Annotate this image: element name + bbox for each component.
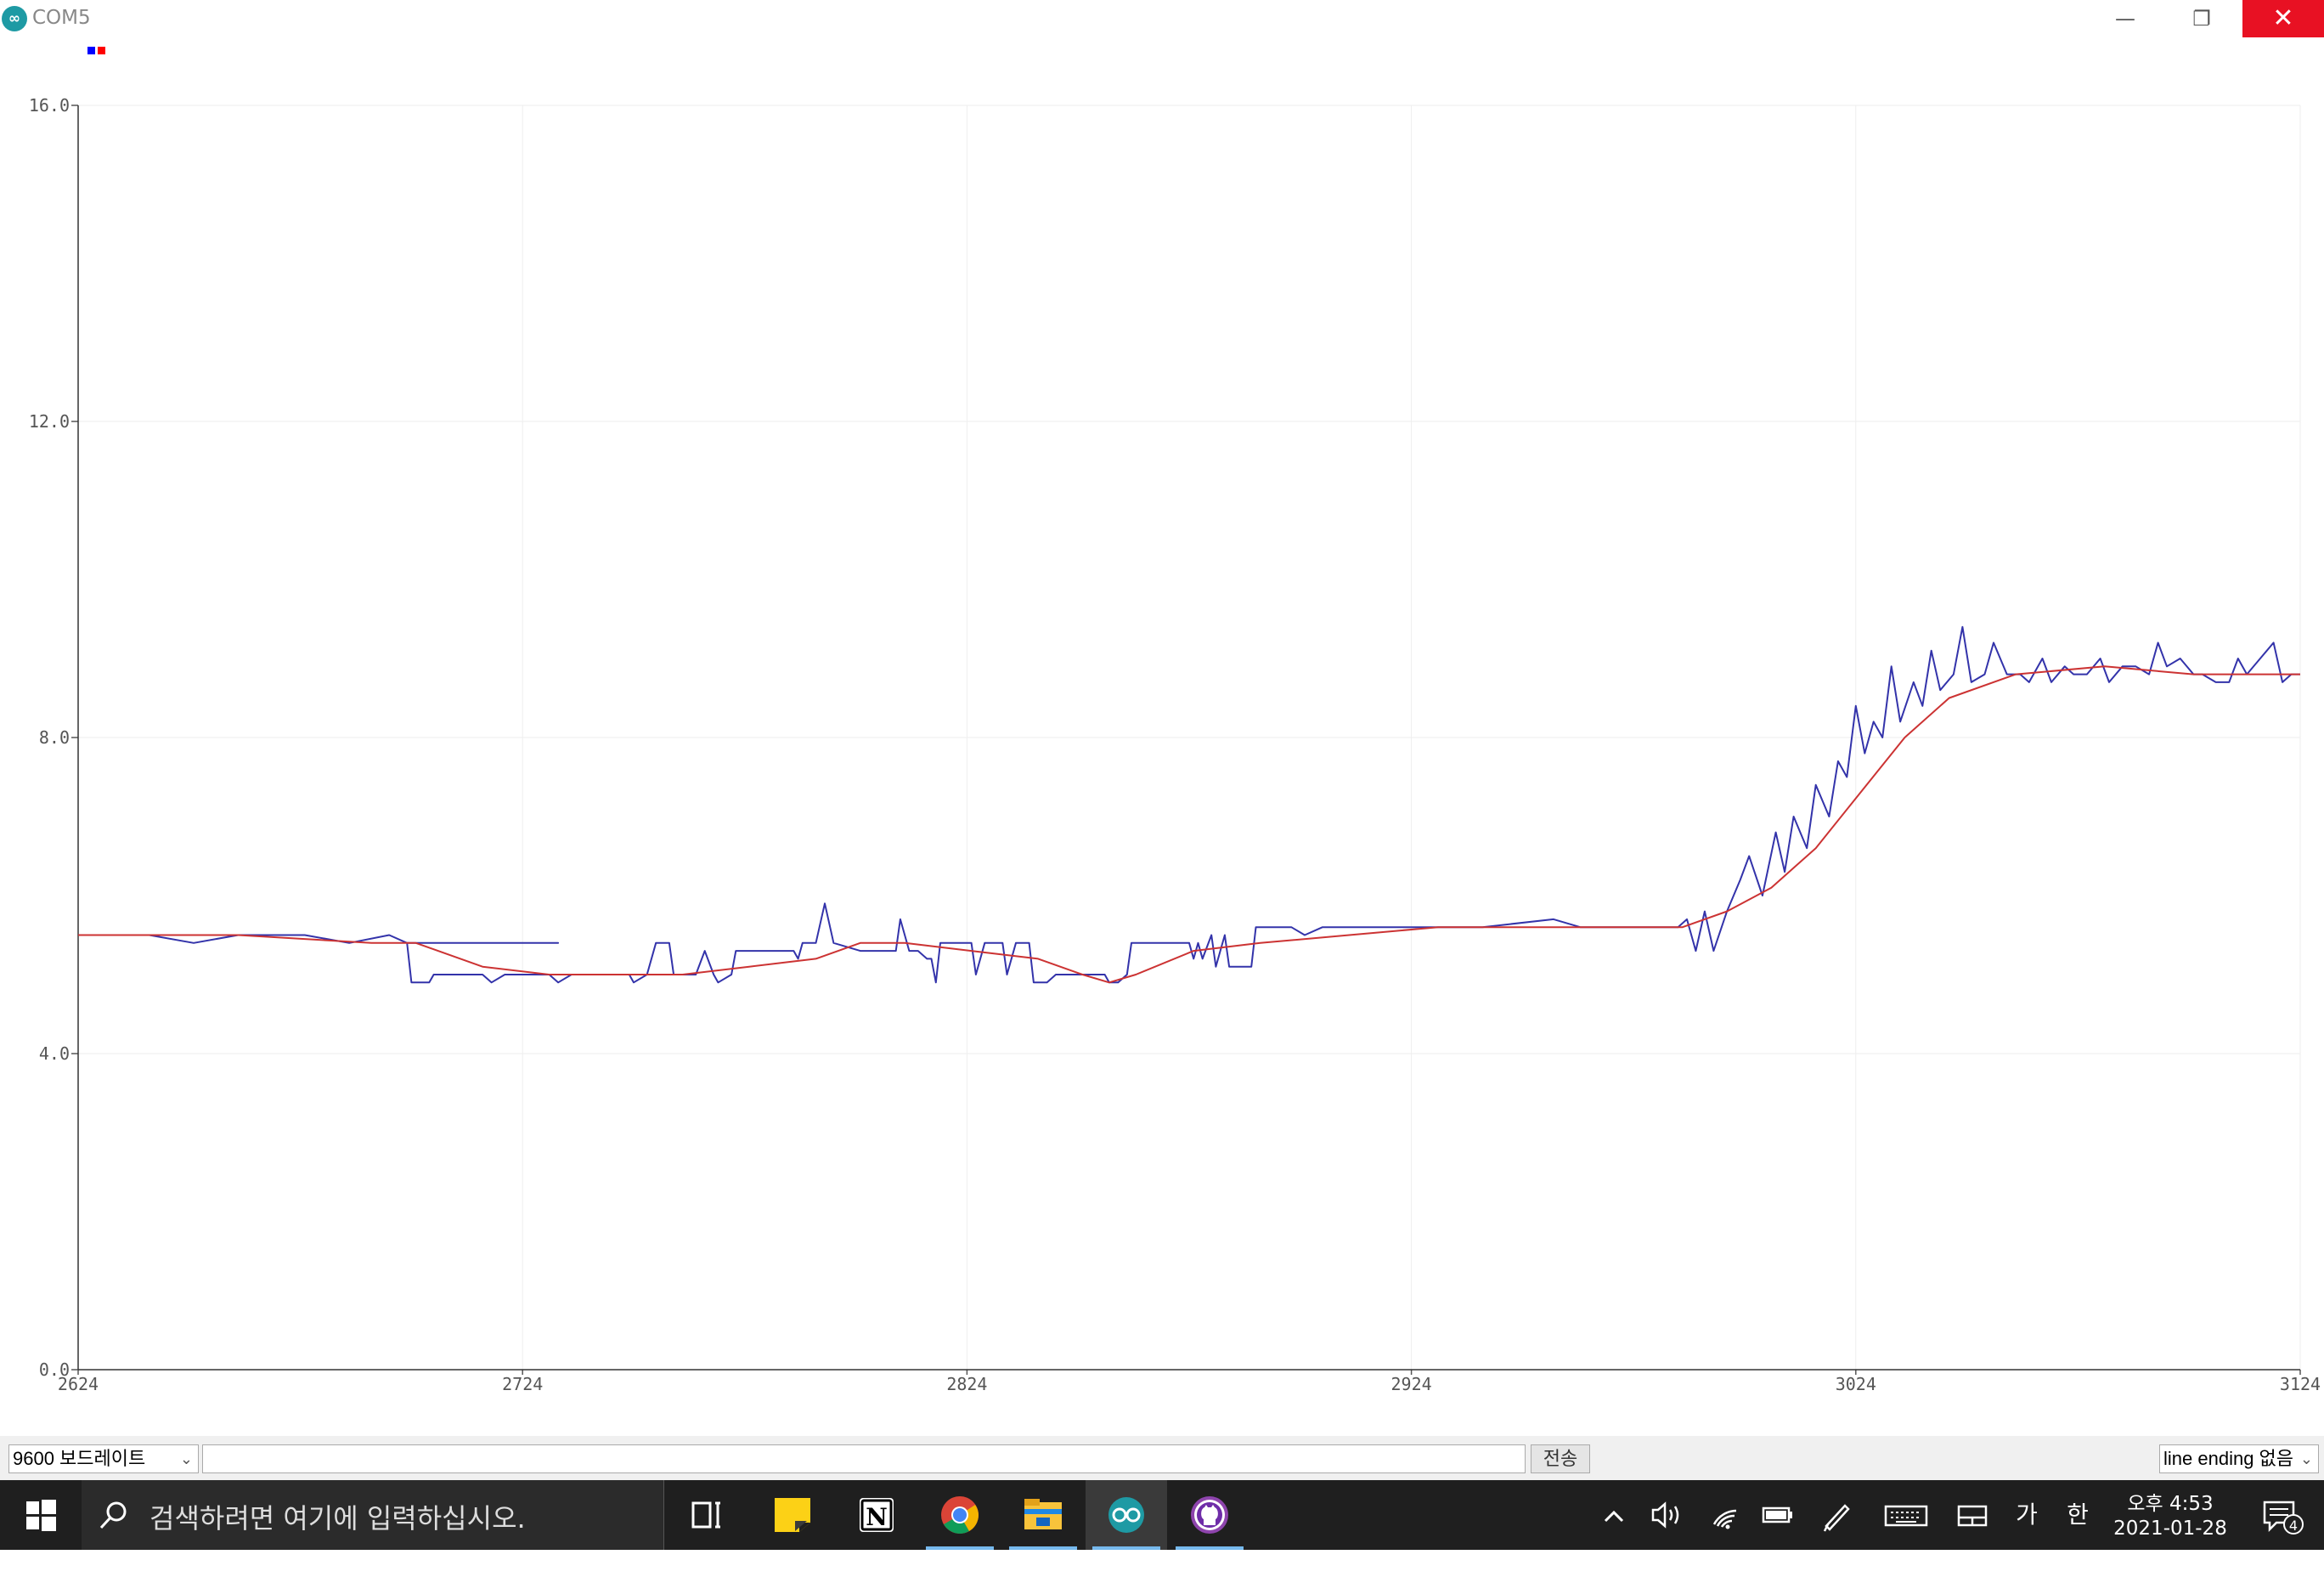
network-button[interactable] <box>1706 1480 1743 1550</box>
arduino-icon <box>1108 1497 1144 1533</box>
arduino-app[interactable] <box>1086 1480 1167 1550</box>
x-tick-label: 2924 <box>1391 1374 1432 1394</box>
send-button[interactable]: 전송 <box>1531 1444 1590 1473</box>
keyboard-icon <box>1884 1505 1928 1527</box>
task-view-button[interactable] <box>666 1480 747 1550</box>
close-button[interactable]: ✕ <box>2242 0 2324 37</box>
y-tick-label: 0.0 <box>39 1359 70 1380</box>
folder-icon <box>1024 1499 1062 1529</box>
battery-icon <box>1762 1506 1792 1523</box>
search-icon <box>99 1501 127 1529</box>
notion-icon: N <box>860 1498 894 1532</box>
chart-series-layer <box>78 625 2300 984</box>
x-tick-label: 3124 <box>2280 1374 2321 1394</box>
baud-rate-select[interactable]: 9600 보드레이트 ⌄ <box>8 1444 199 1473</box>
chevron-up-icon <box>1604 1510 1624 1523</box>
x-tick-label: 2724 <box>502 1374 543 1394</box>
github-desktop-app[interactable] <box>1169 1480 1250 1550</box>
chevron-down-icon: ⌄ <box>2299 1450 2313 1467</box>
battery-button[interactable] <box>1757 1480 1799 1550</box>
x-tick-label: 2624 <box>58 1374 99 1394</box>
action-center-button[interactable]: 4 <box>2251 1480 2310 1550</box>
svg-text:N: N <box>866 1503 888 1531</box>
minimize-button[interactable]: — <box>2115 7 2135 31</box>
chrome-icon <box>941 1496 979 1534</box>
restore-button[interactable]: ❐ <box>2192 7 2211 31</box>
arduino-icon: ∞ <box>2 6 27 31</box>
series-line-1 <box>78 625 2300 984</box>
series-line-2 <box>78 665 2300 984</box>
sticky-notes-app[interactable] <box>751 1480 832 1550</box>
task-view-icon <box>691 1501 720 1529</box>
touch-keyboard-button[interactable] <box>1881 1480 1932 1550</box>
x-tick-label: 3024 <box>1836 1374 1876 1394</box>
notification-icon: 4 <box>2263 1501 2304 1535</box>
wifi-icon <box>1712 1509 1737 1529</box>
clock-date[interactable]: 2021-01-28 <box>2113 1518 2227 1540</box>
line-ending-select[interactable]: line ending 없음 ⌄ <box>2159 1444 2319 1473</box>
desktop-icon <box>1957 1505 1988 1527</box>
notion-app[interactable]: N <box>836 1480 917 1550</box>
windows-logo-icon <box>26 1500 56 1531</box>
search-placeholder: 검색하려면 여기에 입력하십시오. <box>149 1502 526 1535</box>
show-desktop-layout-button[interactable] <box>1954 1480 1991 1550</box>
pen-icon <box>1823 1504 1850 1532</box>
chart-axes <box>71 105 2301 1375</box>
volume-button[interactable] <box>1648 1480 1685 1550</box>
sticky-notes-icon <box>775 1498 810 1532</box>
volume-icon <box>1651 1501 1679 1529</box>
github-icon <box>1191 1496 1228 1534</box>
pen-workspace-button[interactable] <box>1818 1480 1855 1550</box>
title-bar: ∞ COM5 — ❐ ✕ <box>0 0 2324 37</box>
chevron-down-icon: ⌄ <box>179 1450 193 1467</box>
notification-count: 4 <box>2289 1518 2298 1534</box>
y-tick-label: 8.0 <box>39 727 70 748</box>
y-tick-label: 16.0 <box>29 95 70 116</box>
serial-plotter-chart: 0.0 4.0 8.0 12.0 16.0 2624 2724 2824 2924 3024 312… <box>29 95 2321 1394</box>
serial-send-input[interactable] <box>202 1444 1526 1473</box>
chrome-app[interactable] <box>919 1480 1001 1550</box>
windows-taskbar: 검색하려면 여기에 입력하십시오. N <box>0 1480 2324 1550</box>
ime-hangul-indicator[interactable]: 한 <box>2067 1501 2089 1529</box>
legend-swatch-series-2 <box>98 47 105 54</box>
x-tick-label: 2824 <box>946 1374 987 1394</box>
show-hidden-icons-button[interactable] <box>1597 1480 1631 1550</box>
baud-rate-value: 9600 보드레이트 <box>13 1448 146 1469</box>
window-title: COM5 <box>32 7 91 29</box>
chart-grid <box>78 105 2301 1370</box>
y-tick-label: 4.0 <box>39 1043 70 1064</box>
chart-tick-labels: 0.0 4.0 8.0 12.0 16.0 2624 2724 2824 2924 3024 312… <box>29 95 2321 1394</box>
start-button[interactable] <box>0 1480 82 1550</box>
clock-time[interactable]: 오후 4:53 <box>2127 1493 2214 1515</box>
legend-swatch-series-1 <box>87 47 95 54</box>
y-tick-label: 12.0 <box>29 411 70 432</box>
taskbar-search-box[interactable]: 검색하려면 여기에 입력하십시오. <box>82 1480 664 1550</box>
ime-mode-indicator[interactable]: 가 <box>2016 1501 2038 1529</box>
line-ending-value: line ending 없음 <box>2163 1448 2294 1469</box>
file-explorer-app[interactable] <box>1002 1480 1084 1550</box>
